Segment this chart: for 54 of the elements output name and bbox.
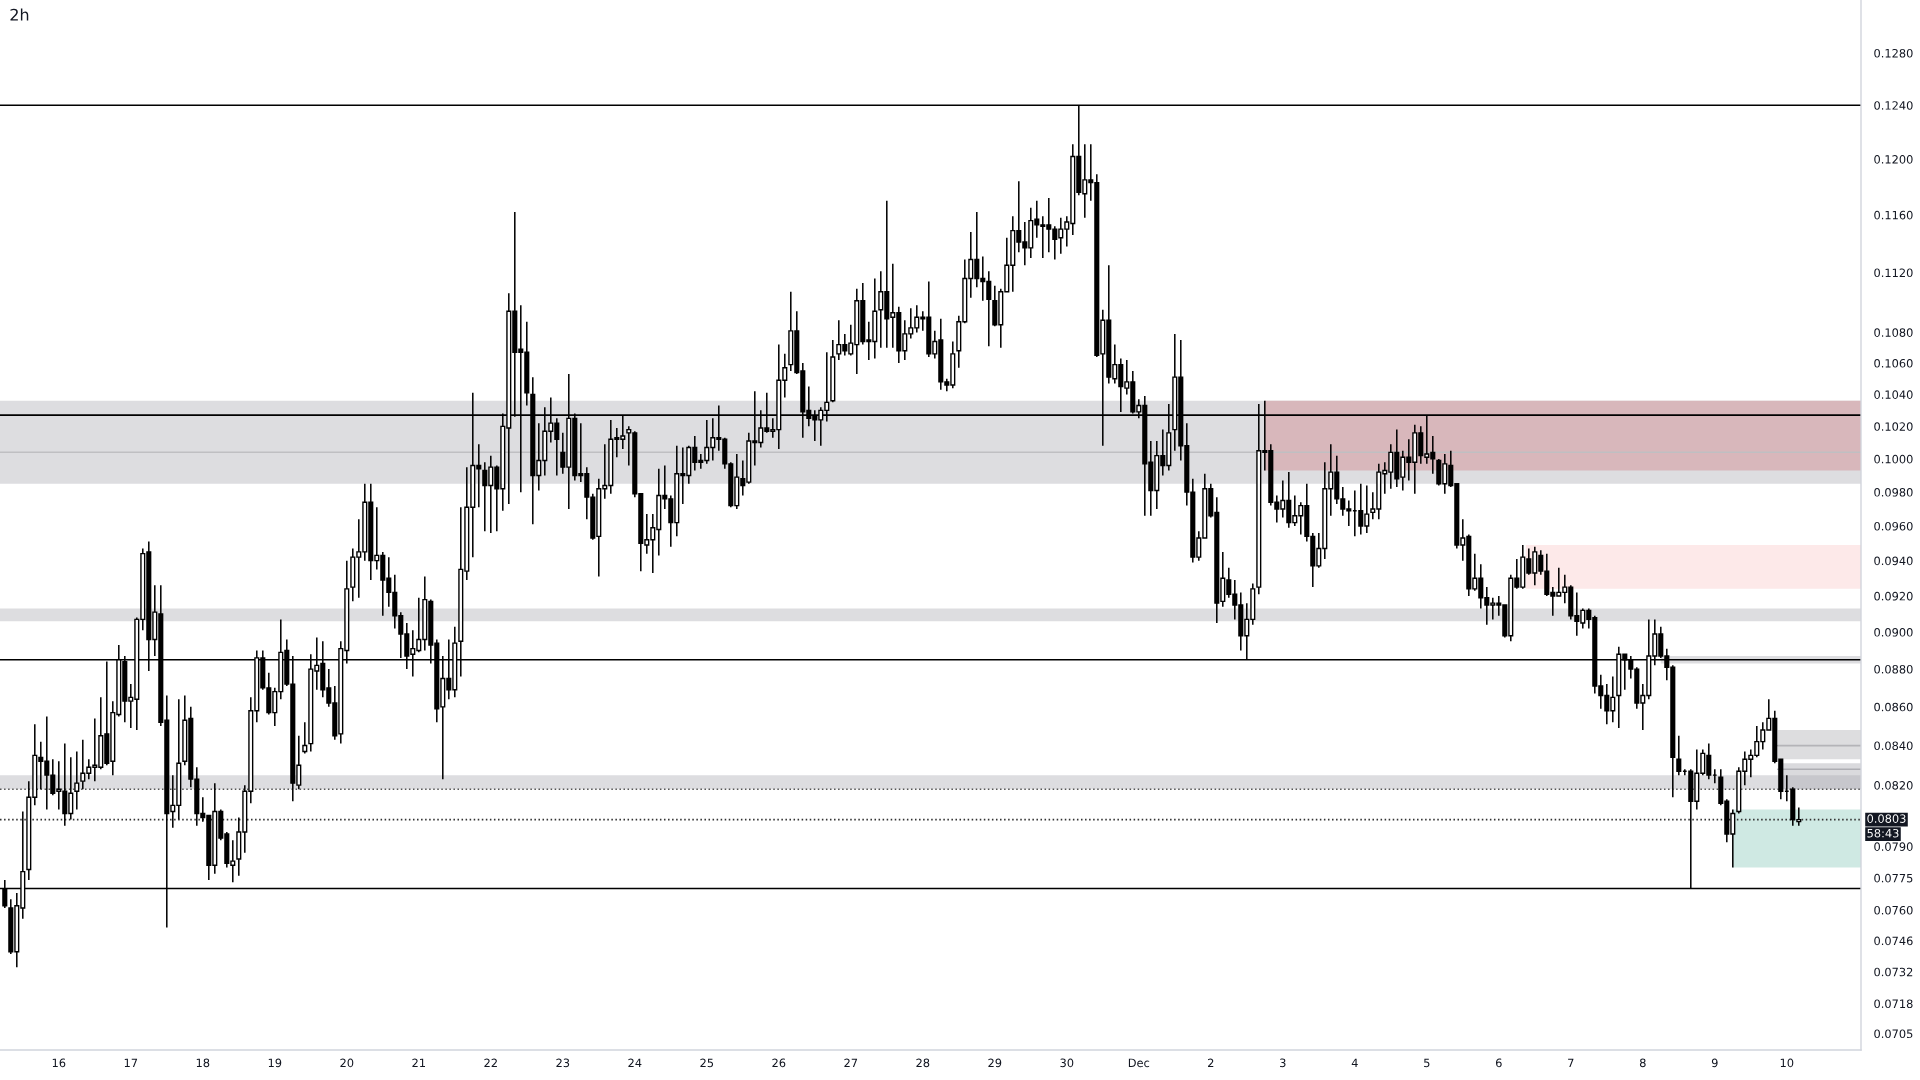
x-tick-label: 20: [340, 1058, 354, 1068]
y-tick-label: 0.0920: [1874, 591, 1913, 601]
x-tick-label: 6: [1495, 1058, 1502, 1068]
chart-title: 2h: [10, 8, 29, 21]
x-tick-label: 24: [628, 1058, 642, 1067]
x-tick-label: 22: [484, 1058, 497, 1067]
x-tick-label: 9: [1711, 1058, 1718, 1068]
x-tick-label: 3: [1280, 1058, 1286, 1068]
x-tick-label: 19: [268, 1058, 282, 1068]
y-tick-label: 0.0980: [1874, 488, 1913, 497]
y-tick-label: 0.1000: [1874, 454, 1913, 464]
x-tick-label: 16: [52, 1058, 66, 1068]
x-tick-label: 26: [772, 1058, 786, 1068]
x-tick-label: 30: [1060, 1058, 1074, 1068]
y-tick-label: 0.0900: [1874, 628, 1913, 637]
x-tick-label: 8: [1639, 1058, 1646, 1068]
y-tick-label: 0.0705: [1874, 1029, 1913, 1039]
y-tick-label: 0.1040: [1874, 390, 1913, 399]
x-tick-label: 23: [556, 1058, 570, 1068]
y-tick-label: 0.1020: [1874, 422, 1913, 431]
y-tick-label: 0.0840: [1874, 741, 1913, 751]
x-tick-label: 4: [1351, 1058, 1358, 1067]
text: 58:43: [1867, 828, 1899, 838]
y-tick-label: 0.0775: [1874, 873, 1913, 883]
x-tick-label: 2: [1208, 1058, 1214, 1067]
ref-line-label: 0.0803: [1867, 814, 1906, 823]
y-tick-label: 0.1160: [1874, 210, 1913, 220]
y-tick-label: 0.0760: [1874, 905, 1913, 915]
y-tick-label: 0.0732: [1874, 967, 1913, 977]
y-tick-label: 0.1120: [1874, 268, 1913, 278]
x-tick-label: 17: [124, 1058, 138, 1067]
x-tick-label: 10: [1780, 1058, 1794, 1068]
y-tick-label: 0.1060: [1874, 359, 1913, 368]
y-tick-label: 0.1280: [1874, 48, 1913, 58]
y-tick-label: 0.0860: [1874, 702, 1913, 712]
x-tick-label: 21: [412, 1058, 425, 1067]
x-tick-label: 28: [916, 1058, 930, 1068]
x-tick-label: 7: [1568, 1058, 1574, 1067]
x-tick-label: 25: [700, 1058, 714, 1068]
y-tick-label: 0.0940: [1874, 556, 1913, 566]
x-tick-label: Dec: [1128, 1058, 1150, 1068]
y-tick-label: 0.1200: [1874, 155, 1913, 164]
y-tick-label: 0.0746: [1874, 936, 1913, 946]
y-tick-label: 0.0718: [1874, 999, 1913, 1009]
y-tick-label: 0.1240: [1874, 101, 1913, 110]
y-tick-label: 0.1080: [1874, 328, 1913, 337]
x-tick-label: 29: [988, 1058, 1002, 1068]
y-tick-label: 0.0790: [1874, 842, 1913, 851]
y-tick-label: 0.0820: [1874, 781, 1913, 790]
y-tick-label: 0.0960: [1874, 521, 1913, 531]
x-tick-label: 5: [1424, 1058, 1430, 1068]
x-tick-label: 18: [196, 1058, 210, 1068]
x-tick-label: 27: [844, 1058, 858, 1067]
y-tick-label: 0.0880: [1874, 664, 1913, 674]
